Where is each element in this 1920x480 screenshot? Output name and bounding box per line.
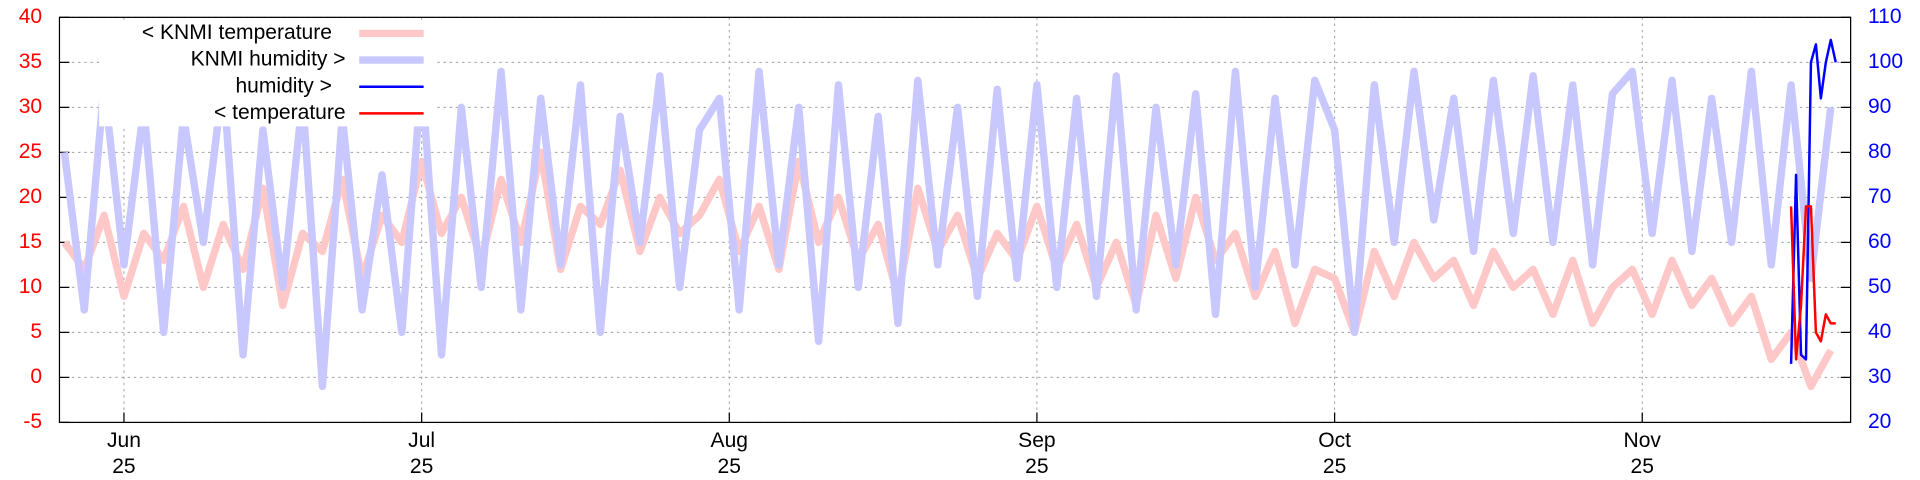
x-tick-label-box: Jun 25 [106,428,141,479]
x-tick-label: Nov 25 [1623,428,1661,479]
x-tick-label: Sep 25 [1018,428,1056,479]
y2-tick-label: 90 [1868,95,1891,118]
y-tick-label: 0 [30,365,42,388]
x-tick-label-box: Nov 25 [1623,428,1661,479]
legend-label: < KNMI temperature [142,21,332,44]
y-tick-label: 15 [19,230,42,253]
y2-tick-label: 80 [1868,140,1891,163]
y2-tick-label: 30 [1868,365,1891,388]
y-tick-label: 5 [30,320,42,343]
y2-tick-label: 20 [1868,410,1891,433]
x-tick-label: Jun 25 [106,428,141,479]
x-tick-label-box: Sep 25 [1018,428,1056,479]
y2-tick-label: 70 [1868,185,1891,208]
plot-frame [58,16,1852,424]
y-tick-label: 35 [19,50,42,73]
x-tick-label-box: Oct 25 [1318,428,1351,479]
x-tick-label: Aug 25 [710,428,749,479]
x-tick-label: Jul 25 [408,428,436,479]
y-tick-label: 40 [19,5,42,28]
y-tick-label: 10 [19,275,42,298]
y2-tick-label: 110 [1868,5,1902,28]
y-tick-label: 30 [19,95,42,118]
legend-label: humidity > [235,74,332,97]
y-tick-label: 25 [19,140,42,163]
x-tick-label: Oct 25 [1318,428,1351,479]
data-line [1789,205,1836,361]
y2-tick-label: 40 [1868,320,1891,343]
y2-tick-label: 100 [1868,50,1903,73]
legend-background [99,19,434,127]
y2-tick-label: 50 [1868,275,1891,298]
x-tick-label-box: Jul 25 [408,428,436,479]
data-line [1789,38,1837,364]
x-tick-label-box: Aug 25 [710,428,749,479]
y-tick-label: -5 [23,410,42,433]
legend-label: KNMI humidity > [191,48,346,71]
legend-label: < temperature [214,101,346,124]
y2-tick-label: 60 [1868,230,1891,253]
y-tick-label: 20 [19,185,42,208]
data-line [60,67,1835,391]
